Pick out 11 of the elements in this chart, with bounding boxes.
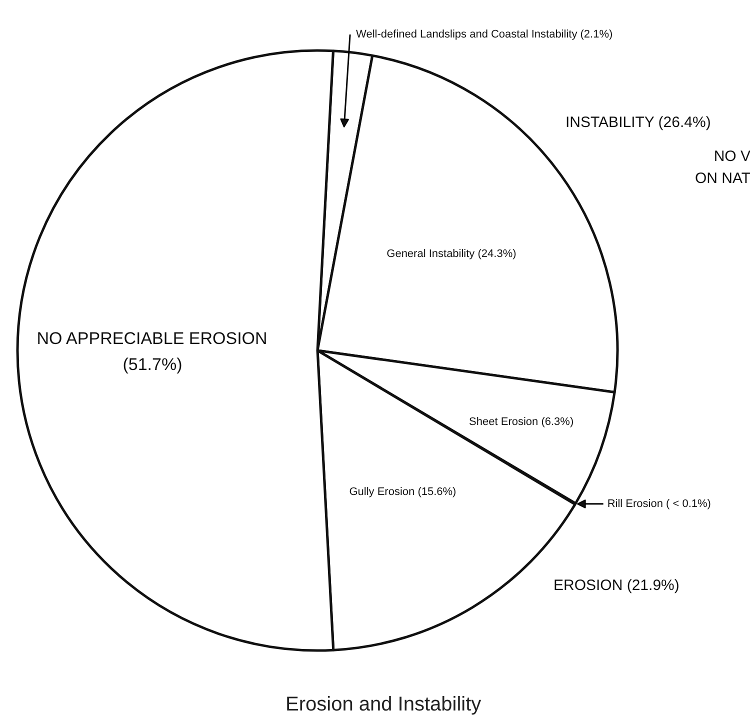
legend-label: Rill Erosion ( < 0.1%) bbox=[607, 498, 711, 510]
text: INSTABILITY (26.4%) bbox=[566, 114, 711, 131]
data-label: (51.7%) bbox=[122, 355, 182, 374]
slice-label: Gully Erosion (15.6%) bbox=[349, 486, 456, 498]
text: Erosion and Instability bbox=[286, 694, 482, 716]
text: ON NAT bbox=[694, 170, 750, 187]
slice-label: Sheet Erosion (6.3%) bbox=[469, 416, 574, 428]
slice-label: NO APPRECIABLE EROSION bbox=[36, 329, 268, 348]
text: EROSION (21.9%) bbox=[554, 577, 680, 594]
slice-label: Well-defined Landslips and Coastal Instability (2.1%) bbox=[356, 28, 613, 40]
slice-label: General Instability (24.3%) bbox=[386, 248, 516, 260]
